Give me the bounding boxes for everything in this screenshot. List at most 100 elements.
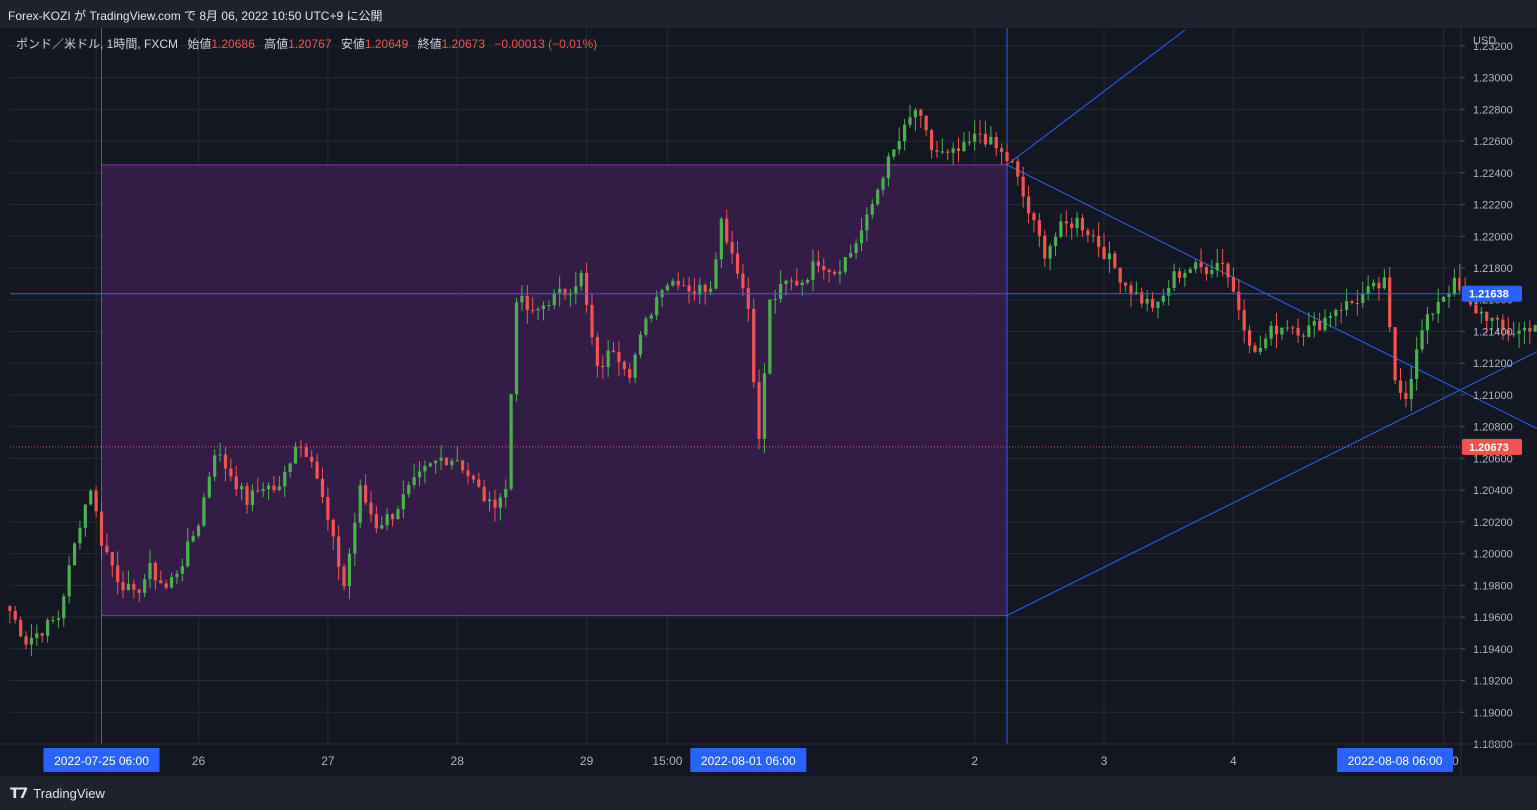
candle-body bbox=[455, 460, 459, 462]
candle-body bbox=[735, 253, 740, 274]
candle-body bbox=[881, 178, 885, 190]
candle-body bbox=[180, 566, 184, 574]
candle-body bbox=[110, 552, 114, 566]
drawings[interactable] bbox=[101, 28, 1537, 744]
candle-body bbox=[1194, 262, 1198, 270]
candle-body bbox=[606, 350, 610, 368]
candle-body bbox=[56, 618, 60, 621]
publish-header: Forex-KOZI が TradingView.com で 8月 06, 20… bbox=[0, 0, 1537, 28]
candle-body bbox=[682, 285, 686, 287]
candle-body bbox=[1059, 221, 1063, 237]
candle-body bbox=[579, 272, 583, 287]
candle-body bbox=[143, 579, 147, 593]
candle-body bbox=[1086, 230, 1090, 236]
candle-body bbox=[1237, 291, 1241, 311]
candle-body bbox=[1026, 196, 1031, 214]
candle-body bbox=[1156, 301, 1160, 308]
candle-body bbox=[1415, 349, 1419, 380]
candle-body bbox=[520, 295, 524, 303]
candle-body bbox=[1452, 277, 1456, 295]
candle-body bbox=[611, 350, 616, 353]
candle-body bbox=[595, 337, 599, 366]
price-tick-label: 1.20600 bbox=[1473, 453, 1513, 465]
candle-body bbox=[865, 214, 869, 231]
trend-line[interactable] bbox=[1006, 165, 1537, 616]
candle-body bbox=[288, 463, 292, 473]
candle-body bbox=[331, 519, 335, 537]
candle-body bbox=[137, 589, 141, 593]
candle-body bbox=[250, 490, 255, 505]
candle-body bbox=[1495, 317, 1500, 320]
time-tick-label: 29 bbox=[580, 754, 594, 768]
candle-body bbox=[326, 497, 330, 520]
range-rectangle[interactable] bbox=[101, 164, 1008, 616]
price-tick-label: 1.19800 bbox=[1473, 580, 1513, 592]
candle-body bbox=[822, 266, 826, 270]
candle-body bbox=[585, 272, 589, 305]
legend-open-value: 1.20686 bbox=[211, 37, 255, 51]
candle-body bbox=[1107, 253, 1112, 259]
candle-body bbox=[1485, 311, 1489, 321]
candle-body bbox=[482, 486, 486, 502]
legend-close-label: 終値 bbox=[417, 37, 442, 51]
candle-body bbox=[202, 497, 206, 526]
candle-body bbox=[741, 273, 745, 289]
price-tick-label: 1.21000 bbox=[1473, 390, 1513, 402]
candle-body bbox=[978, 133, 982, 135]
candle-body bbox=[1253, 345, 1257, 352]
candle-body bbox=[946, 151, 950, 153]
candle-body bbox=[8, 606, 12, 611]
candle-body bbox=[784, 280, 788, 285]
candle-body bbox=[401, 494, 405, 510]
candle-body bbox=[757, 382, 761, 439]
candle-body bbox=[83, 504, 87, 528]
candle-body bbox=[994, 136, 998, 149]
legend-open-label: 始値 bbox=[187, 37, 212, 51]
candle-body bbox=[396, 509, 400, 520]
candle-body bbox=[1388, 277, 1392, 328]
candle-body bbox=[1398, 380, 1403, 393]
candle-body bbox=[1533, 325, 1537, 332]
candle-body bbox=[617, 352, 621, 362]
candle-body bbox=[191, 535, 195, 542]
candle-body bbox=[1274, 325, 1279, 335]
candle-body bbox=[827, 269, 831, 272]
candle-body bbox=[773, 298, 777, 300]
time-tick-label: 4 bbox=[1230, 754, 1237, 768]
legend-symbol[interactable]: ポンド／米ドル, 1時間, FXCM bbox=[16, 37, 179, 51]
candle-body bbox=[1522, 327, 1527, 331]
candle-body bbox=[805, 279, 810, 283]
candle-body bbox=[186, 541, 190, 567]
candle-body bbox=[1371, 282, 1376, 287]
price-tick-label: 1.21400 bbox=[1473, 326, 1513, 338]
price-tick-label: 1.23200 bbox=[1473, 41, 1513, 53]
time-highlight-bg bbox=[43, 748, 160, 772]
candle-body bbox=[1102, 246, 1106, 259]
candle-body bbox=[1328, 316, 1333, 318]
candle-body bbox=[703, 285, 707, 292]
candle-body bbox=[859, 230, 864, 244]
candle-body bbox=[983, 133, 988, 145]
candle-body bbox=[304, 447, 308, 457]
price-tick-label: 1.18800 bbox=[1473, 739, 1513, 751]
candle-body bbox=[552, 292, 556, 306]
candle-body bbox=[434, 460, 438, 464]
candle-body bbox=[897, 141, 901, 150]
candle-body bbox=[525, 295, 529, 310]
candle-body bbox=[19, 619, 23, 637]
candle-body bbox=[466, 470, 470, 476]
legend-high-value: 1.20767 bbox=[288, 37, 332, 51]
candle-body bbox=[1301, 335, 1306, 337]
price-axis-currency: USD bbox=[1473, 35, 1496, 47]
candle-body bbox=[218, 454, 222, 456]
trend-line[interactable] bbox=[1006, 29, 1186, 166]
candle-body bbox=[1382, 277, 1386, 289]
candle-body bbox=[159, 580, 163, 584]
candle-body bbox=[1091, 235, 1095, 237]
candle-body bbox=[196, 525, 201, 536]
tradingview-logo[interactable]: 𝗧𝟳 TradingView bbox=[10, 785, 105, 802]
candle-body bbox=[1404, 392, 1408, 400]
